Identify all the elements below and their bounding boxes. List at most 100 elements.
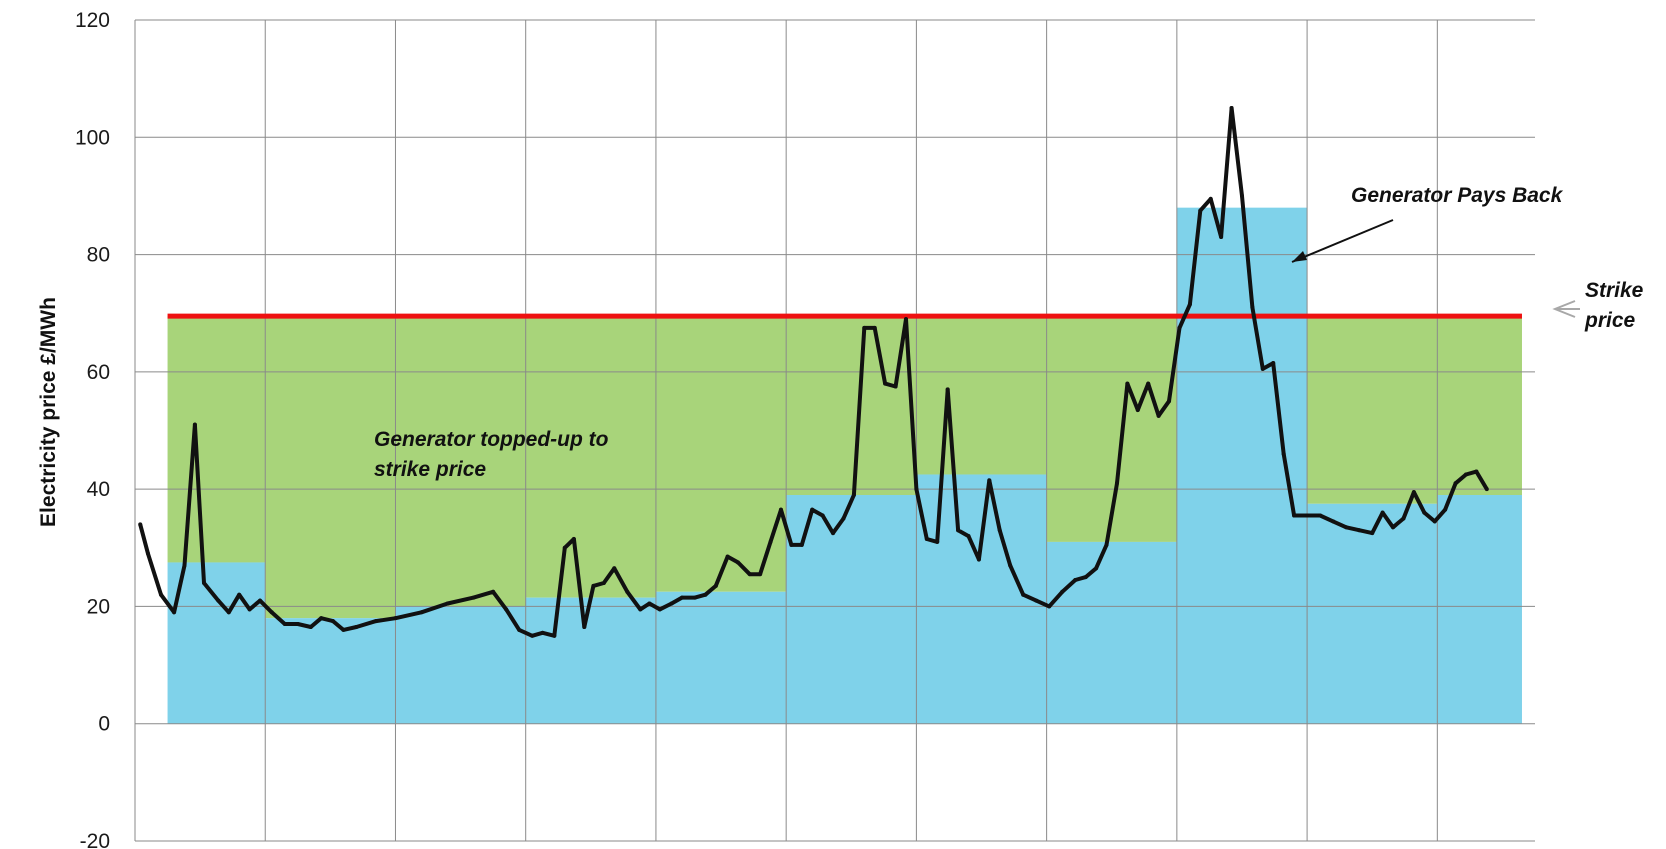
price-point-50 (768, 539, 773, 544)
price-point-59 (862, 325, 867, 330)
price-point-12 (269, 610, 274, 615)
price-point-96 (1260, 366, 1265, 371)
price-point-66 (935, 539, 940, 544)
price-point-5 (192, 422, 197, 427)
y-tick-label: 20 (87, 595, 110, 618)
price-point-71 (987, 478, 992, 483)
price-point-100 (1305, 513, 1310, 518)
price-point-75 (1034, 598, 1039, 603)
price-point-23 (445, 601, 450, 606)
price-point-69 (966, 534, 971, 539)
price-point-30 (552, 633, 557, 638)
y-tick-label: -20 (80, 830, 110, 849)
topped-up-area-2 (395, 316, 526, 607)
price-point-114 (1463, 472, 1468, 477)
price-point-44 (703, 592, 708, 597)
price-point-42 (679, 595, 684, 600)
price-point-36 (612, 566, 617, 571)
price-point-68 (956, 528, 961, 533)
reference-area-6 (916, 474, 1047, 724)
price-point-109 (1411, 490, 1416, 495)
price-point-51 (778, 507, 783, 512)
price-point-73 (1008, 563, 1013, 568)
price-point-1 (146, 551, 151, 556)
topped-up-area-1 (265, 316, 396, 619)
price-point-26 (504, 607, 509, 612)
reference-area-5 (786, 495, 917, 724)
price-point-78 (1073, 578, 1078, 583)
y-tick-label: 100 (75, 126, 110, 149)
price-point-81 (1104, 542, 1109, 547)
price-point-18 (341, 627, 346, 632)
strike-price-label-line1: Strike (1585, 279, 1644, 302)
topped-up-area-4 (655, 316, 787, 592)
price-point-61 (883, 381, 888, 386)
price-point-22 (419, 610, 424, 615)
price-point-104 (1357, 528, 1362, 533)
price-point-74 (1021, 592, 1026, 597)
price-point-28 (530, 633, 535, 638)
price-point-17 (330, 619, 335, 624)
annotation-arrows (1291, 219, 1580, 318)
topped-up-area-9 (1307, 316, 1438, 504)
price-point-110 (1422, 510, 1427, 515)
reference-area-0 (167, 562, 266, 724)
topped-up-area-3 (525, 316, 656, 598)
reference-area-10 (1437, 495, 1522, 724)
price-point-93 (1229, 105, 1234, 110)
price-point-47 (735, 560, 740, 565)
price-point-115 (1474, 469, 1479, 474)
price-point-116 (1484, 487, 1489, 492)
price-point-37 (625, 589, 630, 594)
price-point-84 (1135, 407, 1140, 412)
reference-area-9 (1307, 503, 1438, 724)
price-point-79 (1083, 575, 1088, 580)
price-point-92 (1219, 234, 1224, 239)
price-point-40 (657, 607, 662, 612)
strike-price-label-line2: price (1584, 309, 1636, 332)
price-point-65 (924, 536, 929, 541)
price-point-14 (295, 622, 300, 627)
price-point-3 (172, 610, 177, 615)
price-point-21 (393, 616, 398, 621)
y-tick-label: 80 (87, 244, 110, 267)
pays-back-label: Generator Pays Back (1351, 184, 1564, 207)
topped-up-area-6 (916, 316, 1047, 475)
price-point-8 (226, 610, 231, 615)
fill-areas (167, 207, 1522, 724)
price-point-77 (1060, 589, 1065, 594)
y-tick-label: 40 (87, 478, 110, 501)
price-point-64 (914, 487, 919, 492)
price-point-98 (1281, 451, 1286, 456)
price-point-83 (1125, 381, 1130, 386)
price-point-60 (872, 325, 877, 330)
topped-up-label-line1: Generator topped-up to (374, 428, 609, 451)
price-point-86 (1156, 413, 1161, 418)
price-point-85 (1146, 381, 1151, 386)
y-tick-label: 0 (98, 713, 110, 736)
pays-back-arrow-line (1291, 219, 1394, 263)
reference-area-2 (395, 606, 526, 724)
price-point-72 (997, 528, 1002, 533)
price-point-35 (601, 580, 606, 585)
price-point-63 (903, 317, 908, 322)
y-tick-labels: -20 0 20 40 60 80 100 120 (75, 9, 110, 849)
price-point-57 (841, 516, 846, 521)
reference-area-3 (525, 597, 656, 724)
price-point-49 (758, 572, 763, 577)
price-point-106 (1380, 510, 1385, 515)
price-point-45 (713, 583, 718, 588)
price-point-95 (1250, 305, 1255, 310)
price-point-11 (258, 598, 263, 603)
price-point-33 (582, 624, 587, 629)
price-point-53 (799, 542, 804, 547)
price-point-91 (1208, 196, 1213, 201)
price-point-38 (638, 607, 643, 612)
price-point-10 (247, 607, 252, 612)
price-point-52 (789, 542, 794, 547)
pays-back-arrow-head (1292, 251, 1307, 262)
topped-up-area-5 (786, 316, 917, 496)
price-point-56 (831, 531, 836, 536)
price-point-88 (1177, 325, 1182, 330)
